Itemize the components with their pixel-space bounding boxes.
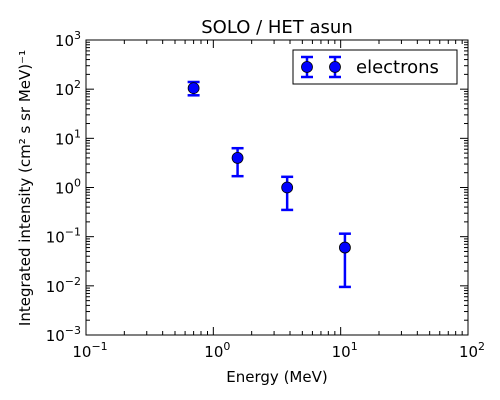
x-tick-label: 100 bbox=[204, 340, 230, 361]
legend-frame bbox=[292, 49, 458, 85]
legend: electrons bbox=[292, 49, 458, 85]
y-tick-label: 103 bbox=[55, 29, 81, 50]
y-tick-label: 10−2 bbox=[46, 275, 81, 296]
plot-area bbox=[187, 80, 351, 289]
y-tick-label: 101 bbox=[55, 127, 81, 148]
chart-title: SOLO / HET asun bbox=[201, 17, 353, 38]
data-point bbox=[339, 241, 351, 254]
x-tick-label: 101 bbox=[332, 340, 358, 361]
data-point bbox=[281, 181, 294, 194]
x-tick-label: 102 bbox=[459, 340, 485, 361]
y-tick-label: 102 bbox=[55, 78, 81, 99]
legend-point bbox=[301, 61, 313, 73]
y-tick-label: 10−3 bbox=[46, 324, 81, 345]
legend-marker bbox=[301, 55, 341, 79]
x-axis-ticks: 10−1 100 101 102 bbox=[72, 40, 485, 361]
y-tick-label: 100 bbox=[55, 177, 81, 198]
x-tick-label: 10−1 bbox=[72, 340, 107, 361]
data-point bbox=[187, 82, 200, 95]
y-axis-ticks: 10−3 10−2 10−1 100 101 102 103 bbox=[46, 29, 468, 345]
legend-point bbox=[329, 61, 341, 73]
data-point bbox=[231, 151, 244, 164]
y-axis-label: Integrated intensity (cm² s sr MeV)⁻¹ bbox=[16, 50, 34, 326]
legend-label: electrons bbox=[356, 57, 439, 78]
y-tick-label: 10−1 bbox=[46, 226, 81, 247]
x-axis-label: Energy (MeV) bbox=[226, 368, 327, 386]
